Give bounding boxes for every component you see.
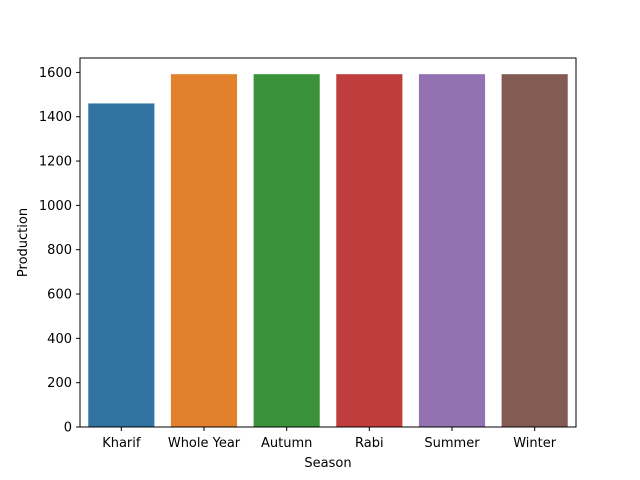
y-axis-label: Production [16,208,31,277]
bars-group [88,74,568,428]
y-tick-label: 1000 [39,199,72,214]
bar-kharif [88,103,155,428]
y-tick-label: 200 [47,376,72,391]
x-tick-label: Whole Year [168,436,241,451]
y-tick-label: 1200 [39,155,72,170]
y-tick-label: 0 [64,421,72,436]
x-tick-label: Kharif [102,436,141,451]
x-axis-ticks: Kharif Whole Year Autumn Rabi Summer Winter [102,427,557,451]
bar-rabi [336,74,403,428]
bar-whole-year [170,74,238,428]
bar-autumn [253,74,320,428]
y-tick-label: 400 [47,332,72,347]
x-tick-label: Rabi [355,436,384,451]
x-tick-label: Summer [424,436,480,451]
y-axis-ticks: 0 200 400 600 800 1000 1200 1400 1600 [39,66,80,436]
y-tick-label: 800 [47,243,72,258]
plot-frame [79,57,577,428]
y-tick-label: 1600 [39,66,72,81]
x-tick-label: Autumn [261,436,312,451]
bar-winter [501,74,568,428]
x-axis-label: Season [304,456,351,471]
y-tick-label: 600 [47,288,72,303]
x-tick-label: Winter [513,436,557,451]
bar-summer [418,74,486,428]
y-tick-label: 1400 [39,110,72,125]
